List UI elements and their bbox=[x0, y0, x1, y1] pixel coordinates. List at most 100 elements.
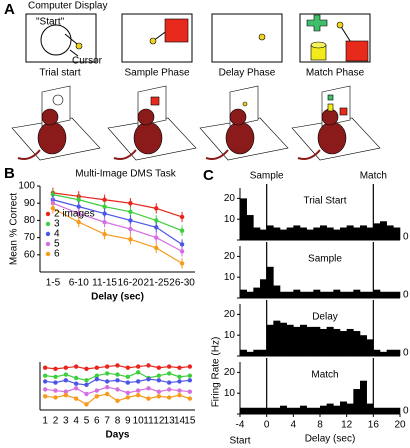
bar bbox=[393, 407, 401, 414]
bar bbox=[280, 291, 287, 298]
bar bbox=[300, 405, 307, 414]
bar bbox=[280, 229, 287, 240]
bar bbox=[320, 225, 327, 240]
bar bbox=[300, 324, 307, 356]
bar bbox=[246, 351, 254, 356]
bar bbox=[333, 229, 341, 240]
point bbox=[53, 388, 58, 393]
bar bbox=[333, 289, 341, 298]
x-axis-label: Delay (sec) bbox=[91, 292, 144, 303]
bar bbox=[386, 225, 394, 240]
point bbox=[115, 387, 120, 392]
point bbox=[84, 402, 89, 407]
x-tick-label: 8 bbox=[317, 420, 323, 431]
x-tick-label: 4 bbox=[291, 420, 297, 431]
x-tick-label: 1 bbox=[42, 416, 48, 427]
bar bbox=[340, 401, 347, 414]
bar bbox=[326, 403, 334, 414]
bar bbox=[246, 215, 254, 240]
bar bbox=[273, 227, 281, 240]
bar bbox=[366, 291, 374, 298]
x-tick-label: 21-25 bbox=[143, 278, 169, 289]
rat-scene bbox=[107, 85, 197, 161]
x-tick-label: 8 bbox=[115, 416, 121, 427]
point bbox=[179, 228, 185, 233]
bar bbox=[306, 407, 314, 414]
bar bbox=[280, 322, 287, 356]
bar bbox=[346, 291, 354, 298]
point bbox=[154, 245, 159, 251]
bar bbox=[306, 229, 314, 240]
bar bbox=[373, 407, 381, 414]
legend-label: 4 bbox=[54, 229, 60, 240]
y-tick-label: 0 bbox=[403, 290, 409, 301]
bar bbox=[273, 407, 281, 414]
bar bbox=[286, 227, 294, 240]
bar bbox=[253, 227, 261, 240]
bar bbox=[373, 289, 381, 298]
x-tick-label: 11-15 bbox=[92, 278, 117, 289]
y-axis-label: Mean % Correct bbox=[9, 193, 20, 265]
panel-title: Sample bbox=[308, 254, 342, 265]
legend-label: 3 bbox=[54, 219, 60, 230]
x-tick-label: 7 bbox=[104, 416, 110, 427]
bar bbox=[300, 227, 307, 240]
bar bbox=[346, 328, 354, 356]
legend-marker bbox=[45, 211, 51, 217]
point bbox=[42, 365, 48, 370]
legend-marker bbox=[45, 221, 51, 227]
point bbox=[102, 219, 107, 225]
bar bbox=[273, 285, 281, 298]
point bbox=[156, 389, 162, 394]
point bbox=[102, 197, 107, 202]
y-tick-label: 20 bbox=[224, 193, 236, 204]
legend-label: 5 bbox=[54, 239, 60, 250]
bar bbox=[266, 225, 274, 240]
phase-label: Delay Phase bbox=[219, 68, 276, 79]
bar bbox=[260, 229, 267, 240]
point bbox=[125, 374, 131, 380]
y-tick-label: 70 bbox=[24, 232, 36, 243]
bar bbox=[340, 291, 347, 298]
event-label: Sample bbox=[250, 171, 284, 182]
point bbox=[135, 370, 141, 375]
bar bbox=[286, 407, 294, 414]
chart-title: Multi-Image DMS Task bbox=[75, 169, 176, 180]
x-tick-label: 12 bbox=[341, 420, 353, 431]
bar bbox=[386, 291, 394, 298]
panel-letter: A bbox=[4, 1, 15, 18]
bar bbox=[326, 326, 334, 356]
legend-marker bbox=[45, 231, 51, 237]
start-circle bbox=[40, 24, 72, 56]
point bbox=[177, 392, 182, 398]
sample-image bbox=[164, 18, 189, 43]
point bbox=[104, 364, 110, 369]
phase-label: Trial start bbox=[39, 68, 81, 79]
point bbox=[135, 388, 141, 393]
point bbox=[76, 219, 81, 225]
point bbox=[179, 261, 185, 266]
x-tick-label: 26-30 bbox=[169, 278, 195, 289]
match-image bbox=[345, 40, 369, 62]
point bbox=[73, 375, 79, 381]
point bbox=[156, 373, 162, 378]
panel-title: Delay bbox=[312, 312, 338, 323]
point bbox=[115, 372, 120, 377]
point bbox=[146, 386, 151, 391]
point bbox=[177, 365, 182, 370]
point bbox=[125, 380, 131, 385]
distractor-cross bbox=[306, 14, 328, 32]
bar bbox=[393, 349, 401, 356]
point bbox=[156, 394, 162, 399]
bar bbox=[360, 225, 367, 240]
start-label: "Start" bbox=[36, 17, 65, 28]
x-tick-label: 1-5 bbox=[46, 278, 61, 289]
point bbox=[128, 226, 133, 232]
point bbox=[94, 388, 100, 393]
point bbox=[84, 391, 89, 397]
panel-letter: B bbox=[4, 165, 15, 182]
point bbox=[166, 364, 172, 369]
bar bbox=[313, 326, 321, 356]
bar bbox=[313, 289, 321, 298]
bar bbox=[353, 389, 361, 414]
